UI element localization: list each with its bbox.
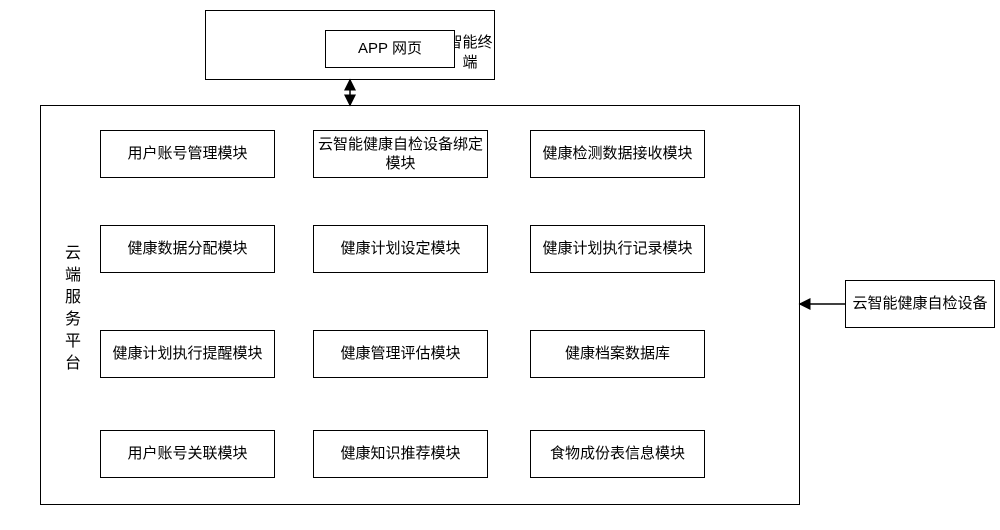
- module-food-composition: 食物成份表信息模块: [530, 430, 705, 478]
- module-health-archive-db: 健康档案数据库: [530, 330, 705, 378]
- module-health-plan-reminder: 健康计划执行提醒模块: [100, 330, 275, 378]
- module-health-mgmt-eval: 健康管理评估模块: [313, 330, 488, 378]
- module-health-plan-exec-log: 健康计划执行记录模块: [530, 225, 705, 273]
- device-box: 云智能健康自检设备: [845, 280, 995, 328]
- module-user-account-link: 用户账号关联模块: [100, 430, 275, 478]
- module-health-plan-set: 健康计划设定模块: [313, 225, 488, 273]
- module-user-account-mgmt: 用户账号管理模块: [100, 130, 275, 178]
- platform-title: 云端服务平台: [58, 210, 82, 410]
- terminal-inner-box: APP 网页: [325, 30, 455, 68]
- module-device-binding: 云智能健康自检设备绑定模块: [313, 130, 488, 178]
- module-health-data-dispatch: 健康数据分配模块: [100, 225, 275, 273]
- module-health-knowledge-rec: 健康知识推荐模块: [313, 430, 488, 478]
- module-health-data-receive: 健康检测数据接收模块: [530, 130, 705, 178]
